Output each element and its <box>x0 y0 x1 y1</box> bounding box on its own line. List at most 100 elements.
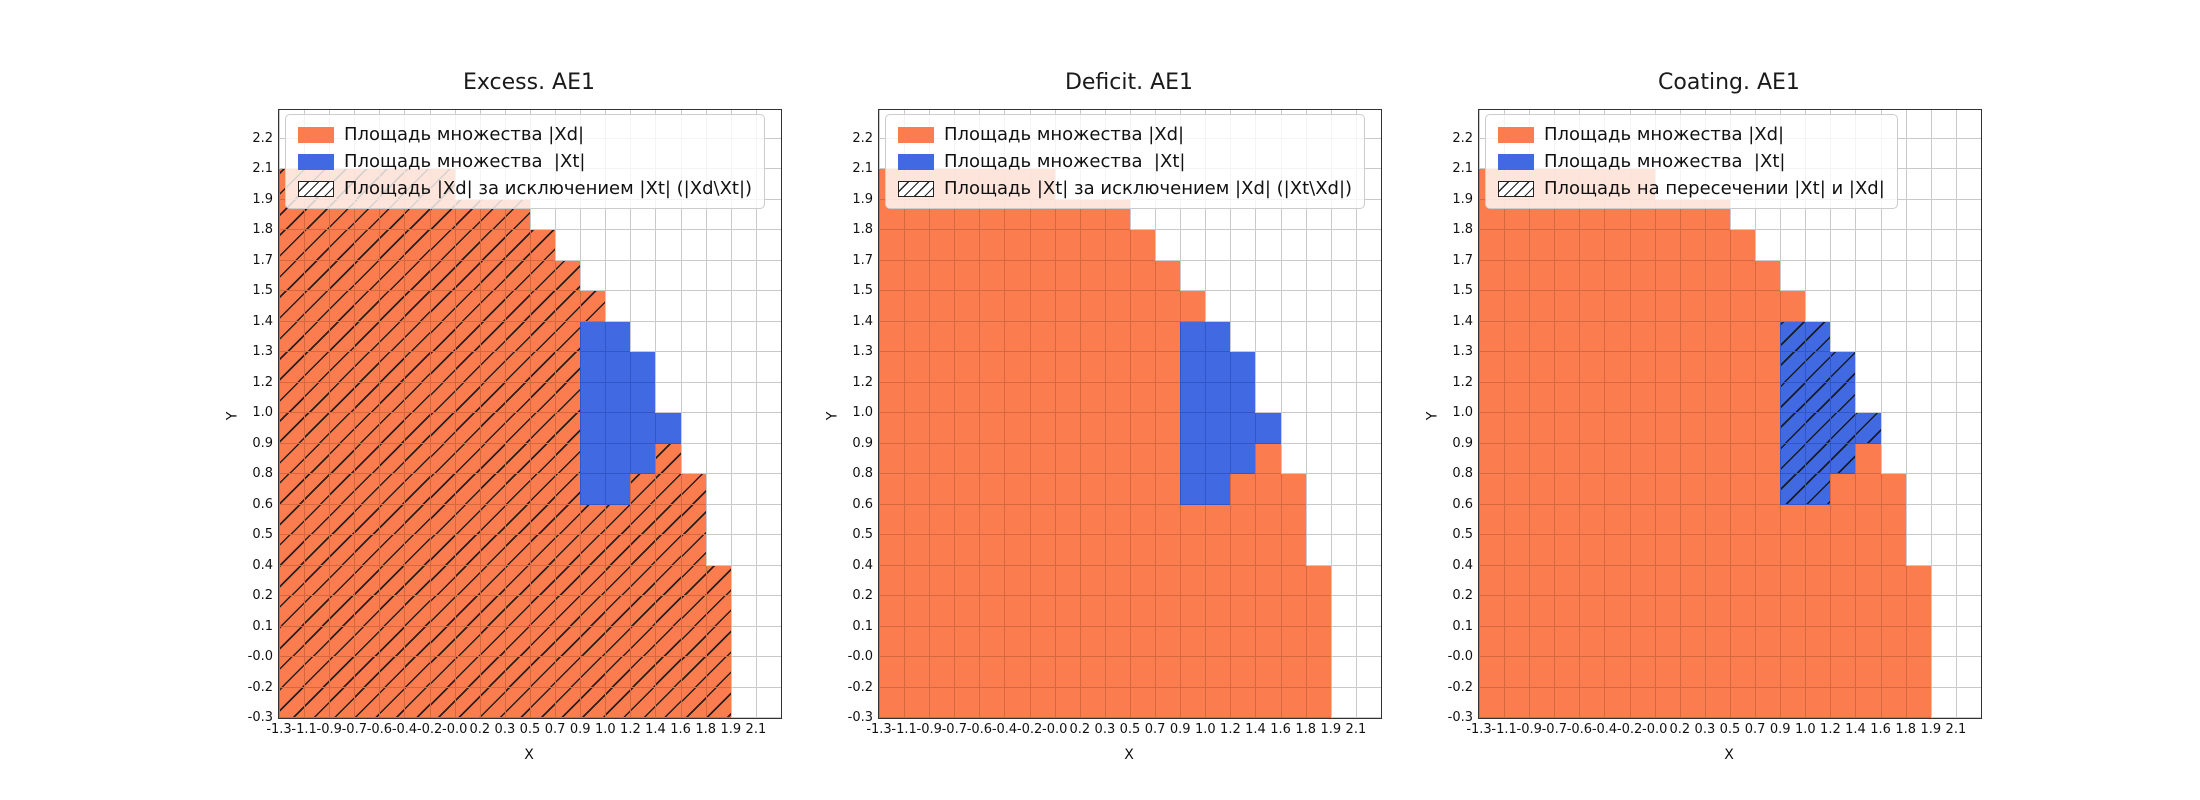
legend-label: Площадь множества |Xt| <box>944 151 1186 172</box>
grid-cell <box>1905 291 1931 322</box>
grid-cell <box>1029 382 1055 413</box>
grid-cell <box>580 474 606 505</box>
grid-cell <box>979 626 1005 657</box>
grid-cell <box>379 565 405 596</box>
grid-cell <box>1054 321 1080 352</box>
grid-cell <box>1880 413 1906 444</box>
grid-cell <box>954 321 980 352</box>
grid-cell <box>329 352 355 383</box>
grid-cell <box>1629 596 1655 627</box>
grid-cell <box>1504 260 1530 291</box>
grid-cell <box>1654 413 1680 444</box>
grid-cell <box>1479 230 1505 261</box>
grid-cell <box>605 321 631 352</box>
grid-cell <box>1905 321 1931 352</box>
grid-cell <box>1280 352 1306 383</box>
grid-cell <box>1579 260 1605 291</box>
x-tick-label: 0.2 <box>469 722 491 737</box>
grid-cell <box>1654 260 1680 291</box>
grid-cell <box>1205 687 1231 718</box>
grid-cell <box>1855 291 1881 322</box>
grid-cell <box>1554 260 1580 291</box>
x-tick-label: 0.7 <box>1744 722 1766 737</box>
x-tick-label: 1.9 <box>1920 722 1942 737</box>
grid-cell <box>730 321 756 352</box>
grid-cell <box>755 687 781 718</box>
grid-cell <box>1255 352 1281 383</box>
grid-cell <box>1255 687 1281 718</box>
grid-cell <box>580 352 606 383</box>
grid-cell <box>1504 535 1530 566</box>
grid-cell <box>954 260 980 291</box>
grid-cell <box>929 382 955 413</box>
axes-area: -0.3 -0.2 -0.0 0.1 0.2 0.4 0.5 0.6 0.8 0.9 1.0 1.2 1… <box>848 109 1382 737</box>
grid-cell <box>1579 382 1605 413</box>
grid-cell <box>630 260 656 291</box>
grid-cell <box>1604 382 1630 413</box>
grid-cell <box>1679 352 1705 383</box>
grid-cell <box>1905 138 1931 169</box>
grid-cell <box>529 626 556 657</box>
grid-cell <box>1180 535 1206 566</box>
grid-cell <box>1255 321 1281 352</box>
grid-cell <box>1930 291 1956 322</box>
grid-cell <box>1104 535 1130 566</box>
grid-cell <box>1930 535 1956 566</box>
grid-cell <box>879 352 905 383</box>
grid-cell <box>904 291 930 322</box>
grid-cell <box>354 260 380 291</box>
grid-cell <box>354 291 380 322</box>
grid-cell <box>1855 626 1881 657</box>
x-tick-label: -0.6 <box>366 722 393 737</box>
grid-cell <box>1604 443 1630 474</box>
grid-cell <box>755 596 781 627</box>
grid-cell <box>1305 474 1331 505</box>
y-tick-label: -0.2 <box>847 679 873 695</box>
grid-cell <box>1955 110 1981 139</box>
grid-cell <box>1079 657 1105 688</box>
grid-cell <box>1905 626 1931 657</box>
grid-cell <box>580 504 606 535</box>
y-tick-label: 1.0 <box>1452 405 1473 420</box>
figure: Excess. AE1 Y -0.3 -0.2 -0.0 0.1 0.2 0.4 0.5 0.… <box>224 70 1982 763</box>
grid-cell <box>1604 626 1630 657</box>
grid-cell <box>1129 504 1156 535</box>
grid-cell <box>1004 504 1030 535</box>
grid-cell <box>1604 596 1630 627</box>
grid-cell <box>304 657 330 688</box>
grid-cell <box>630 657 656 688</box>
grid-cell <box>929 657 955 688</box>
grid-cell <box>379 504 405 535</box>
grid-cell <box>1504 657 1530 688</box>
grid-cell <box>1930 352 1956 383</box>
grid-cell <box>1205 230 1231 261</box>
grid-cell <box>1554 474 1580 505</box>
y-tick-labels: -0.3 -0.2 -0.0 0.1 0.2 0.4 0.5 0.6 0.8 0.9 1.0 1.2 1… <box>231 110 279 726</box>
grid-cell <box>755 413 781 444</box>
y-tick-label: 1.3 <box>252 344 273 359</box>
grid-cell <box>1230 321 1256 352</box>
grid-cell <box>1905 657 1931 688</box>
grid-cell <box>1129 352 1156 383</box>
grid-cell <box>1330 687 1356 718</box>
grid-cell <box>555 626 581 657</box>
y-tick-label: 0.5 <box>1452 527 1473 542</box>
grid-cell <box>479 687 505 718</box>
grid-cell <box>329 687 355 718</box>
grid-cell <box>605 260 631 291</box>
grid-cell <box>1880 657 1906 688</box>
grid-cell <box>1780 321 1806 352</box>
grid-cell <box>1704 413 1730 444</box>
grid-cell <box>655 504 681 535</box>
grid-cell <box>1155 321 1181 352</box>
grid-cell <box>454 413 480 444</box>
grid-cell <box>1729 291 1756 322</box>
grid-cell <box>1729 230 1756 261</box>
grid-cell <box>1255 504 1281 535</box>
grid-cell <box>1805 535 1831 566</box>
grid-cell <box>1679 626 1705 657</box>
grid-cell <box>504 657 530 688</box>
grid-cell <box>504 474 530 505</box>
y-tick-label: 1.0 <box>852 405 873 420</box>
grid-cell <box>279 596 305 627</box>
